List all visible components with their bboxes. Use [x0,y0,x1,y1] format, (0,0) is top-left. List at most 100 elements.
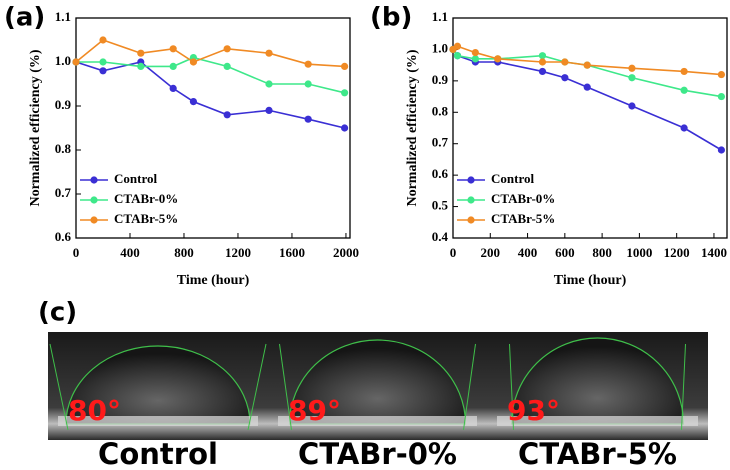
x-tick-label: 200 [481,245,501,260]
data-point [717,146,726,154]
x-tick-label: 1000 [626,245,652,260]
y-tick-label: 1.0 [55,53,71,68]
data-point [341,124,349,132]
data-point [538,58,547,66]
x-tick-label: 800 [592,245,612,260]
contact-angle: 93° [507,394,560,427]
legend-label: CTABr-5% [491,211,555,226]
droplet [65,345,251,425]
y-tick-label: 1.0 [432,40,448,55]
data-point [538,52,547,60]
sample-name: CTABr-0% [298,437,457,470]
x-axis-title: Time (hour) [177,273,250,288]
data-point [189,98,198,106]
data-point [453,52,462,60]
sample-name: Control [98,437,218,470]
plot-frame [75,17,351,239]
data-point [471,48,479,57]
droplet [288,339,467,425]
data-point [169,62,177,70]
y-tick-label: 0.9 [55,97,72,112]
x-tick-label: 1200 [664,245,690,260]
data-point [169,84,177,92]
x-tick-label: 0 [73,245,80,260]
x-axis-title: Time (hour) [554,273,627,288]
substrate-glare [497,416,698,426]
data-point [265,49,273,57]
data-point [583,83,591,91]
legend-label: CTABr-0% [114,191,178,206]
x-tick-label: 2000 [333,245,359,260]
data-point [680,86,688,94]
data-point [717,92,726,101]
series-line [452,48,722,98]
data-point [453,42,462,50]
data-point [72,58,80,66]
data-point [628,74,636,82]
contact-angle-image: 89° CTABr-0% [268,332,487,470]
legend-label: Control [491,171,534,186]
y-tick-label: 0.5 [432,198,449,213]
tangent-line [247,343,267,431]
legend-marker [467,216,475,224]
x-tick-label: 1600 [279,245,305,260]
data-point [223,45,231,53]
legend-marker [90,216,98,224]
x-tick-label: 400 [120,245,140,260]
contact-angle: 89° [288,394,341,427]
x-tick-label: 400 [518,245,538,260]
y-tick-label: 0.6 [55,229,72,244]
tangent-line [681,343,686,431]
data-point [628,64,636,72]
plot-frame [452,17,728,239]
data-point [99,58,107,66]
data-point [680,67,688,76]
data-point [304,60,312,68]
data-point [341,89,349,97]
contact-angle-image: 93° CTABr-5% [487,332,708,470]
panel-label: (c) [38,298,77,328]
x-tick-label: 600 [555,245,575,260]
data-point [717,70,726,79]
data-point [538,67,547,76]
data-point [561,74,569,82]
contact-angle-image: 80° Control [48,332,268,470]
y-tick-label: 1.1 [55,9,71,24]
data-point [265,106,273,114]
y-tick-label: 0.8 [432,103,449,118]
data-point [628,102,636,110]
y-axis-title: Normalized efficiency (%) [405,49,420,206]
series-line [75,61,345,129]
y-tick-label: 0.7 [55,185,72,200]
y-axis-title: Normalized efficiency (%) [28,49,43,206]
x-tick-label: 1400 [701,245,727,260]
y-tick-label: 0.7 [432,135,449,150]
panel-label: (b) [370,3,412,33]
series-line [452,45,722,76]
contact-angle: 80° [68,394,121,427]
data-point [189,58,198,66]
panel-label: (a) [4,3,45,33]
tangent-line [509,343,514,431]
tangent-line [463,343,476,431]
y-tick-label: 1.1 [432,9,448,24]
legend-label: CTABr-5% [114,211,178,226]
droplet [510,337,685,425]
x-tick-label: 0 [450,245,457,260]
data-point [341,62,349,70]
x-tick-label: 800 [174,245,194,260]
data-point [304,80,312,88]
sample-name: CTABr-5% [518,437,677,470]
y-tick-label: 0.8 [55,141,72,156]
legend-marker [90,196,98,204]
tangent-line [279,343,292,431]
legend-label: CTABr-0% [491,191,555,206]
legend-label: Control [114,171,157,186]
data-point [169,45,177,53]
y-tick-label: 0.6 [432,166,449,181]
substrate-glare [58,416,258,426]
data-point [561,58,569,66]
data-point [265,80,273,88]
data-point [99,67,107,75]
data-point [680,124,688,132]
